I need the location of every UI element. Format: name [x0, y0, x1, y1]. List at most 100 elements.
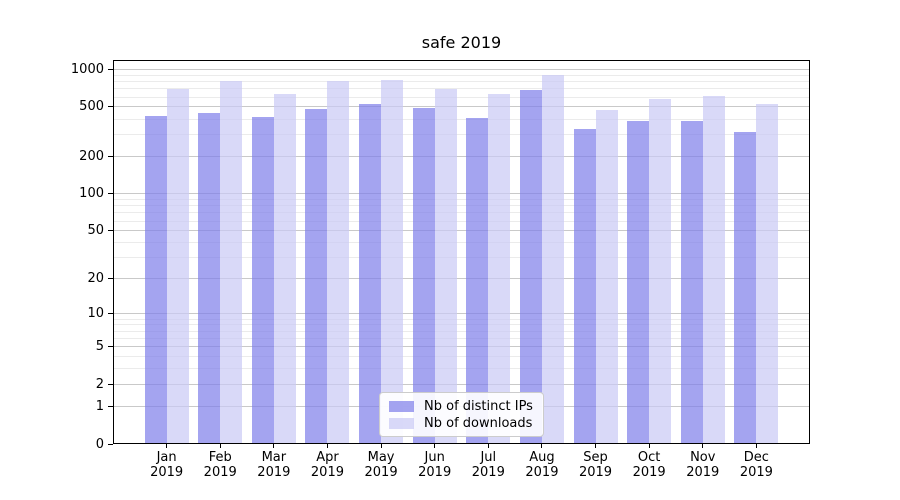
bar-downloads-nov — [702, 95, 725, 444]
bar-downloads-jun — [434, 88, 457, 444]
y-tick-label: 200 — [79, 148, 104, 164]
y-tick-mark — [108, 68, 113, 70]
x-tick-mark — [273, 444, 275, 448]
bar-downloads-mar — [273, 94, 296, 444]
legend-item-distinct-ips: Nb of distinct IPs — [389, 398, 533, 414]
bar-downloads-may — [381, 79, 404, 444]
y-tick-mark — [108, 383, 113, 385]
x-tick-label-year: 2019 — [686, 465, 720, 480]
x-tick-label: Sep 2019 — [568, 450, 624, 480]
gridline-minor — [114, 74, 809, 76]
x-tick-label: Nov 2019 — [675, 450, 731, 480]
gridline-major — [114, 193, 809, 195]
gridline-major — [114, 278, 809, 280]
bar-downloads-jan — [166, 88, 189, 444]
x-tick-mark — [702, 444, 704, 448]
y-tick-mark — [108, 230, 113, 232]
x-tick-label: Feb 2019 — [192, 450, 248, 480]
y-tick-label: 100 — [79, 186, 104, 202]
x-tick-label: Apr 2019 — [299, 450, 355, 480]
legend: Nb of distinct IPs Nb of downloads — [379, 392, 544, 437]
gridline-minor — [114, 81, 809, 82]
bar-downloads-aug — [541, 75, 564, 444]
x-tick-label: May 2019 — [353, 450, 409, 480]
gridline-minor — [114, 205, 809, 207]
y-tick-mark — [108, 278, 113, 280]
bar-distinct-ips-feb — [198, 112, 221, 444]
y-tick-label: 10 — [87, 306, 104, 322]
y-tick-label: 50 — [87, 223, 104, 239]
legend-label-downloads: Nb of downloads — [424, 415, 533, 431]
bar-distinct-ips-dec — [734, 131, 757, 444]
x-tick-label: Jan 2019 — [139, 450, 195, 480]
x-tick-label-year: 2019 — [739, 465, 773, 480]
y-tick-label: 20 — [87, 271, 104, 287]
y-tick-label: 2 — [95, 376, 104, 392]
gridline-minor — [114, 198, 809, 200]
gridline-minor — [114, 134, 809, 136]
x-tick-label: Aug 2019 — [514, 450, 570, 480]
x-tick-mark — [166, 444, 168, 448]
x-tick-mark — [648, 444, 650, 448]
bar-distinct-ips-aug — [519, 90, 542, 444]
x-tick-mark — [219, 444, 221, 448]
bar-downloads-jul — [488, 94, 511, 444]
x-tick-mark — [755, 444, 757, 448]
gridline-minor — [114, 318, 809, 320]
bar-downloads-sep — [595, 110, 618, 444]
gridline-major — [114, 106, 809, 108]
gridline-minor — [114, 88, 809, 90]
y-tick-mark — [108, 346, 113, 348]
y-tick-label: 5 — [95, 339, 104, 355]
x-tick-label-year: 2019 — [310, 465, 344, 480]
gridline-major — [114, 230, 809, 232]
gridline-major — [114, 346, 809, 348]
legend-item-downloads: Nb of downloads — [389, 415, 533, 431]
y-tick-mark — [108, 193, 113, 195]
x-tick-label-year: 2019 — [150, 465, 184, 480]
x-tick-label-year: 2019 — [364, 465, 398, 480]
legend-swatch-downloads — [389, 417, 414, 429]
bar-downloads-dec — [756, 104, 779, 444]
gridline-major — [114, 68, 809, 70]
x-tick-label-year: 2019 — [632, 465, 666, 480]
y-tick-mark — [108, 313, 113, 315]
legend-label-distinct-ips: Nb of distinct IPs — [424, 398, 533, 414]
x-tick-label: Oct 2019 — [621, 450, 677, 480]
x-tick-mark — [541, 444, 543, 448]
bar-distinct-ips-jun — [412, 108, 435, 444]
bar-distinct-ips-jul — [466, 117, 489, 444]
gridline-minor — [114, 330, 809, 332]
y-tick-mark — [108, 443, 113, 445]
gridline-minor — [114, 257, 809, 259]
bar-distinct-ips-oct — [627, 121, 650, 444]
bar-distinct-ips-may — [359, 103, 382, 444]
y-tick-mark — [108, 106, 113, 108]
x-tick-mark — [595, 444, 597, 448]
x-tick-label-year: 2019 — [203, 465, 237, 480]
gridline-minor — [114, 96, 809, 98]
bar-distinct-ips-mar — [251, 117, 274, 444]
x-tick-label: Jun 2019 — [407, 450, 463, 480]
gridline-minor — [114, 118, 809, 120]
x-tick-mark — [380, 444, 382, 448]
chart-title: safe 2019 — [421, 33, 502, 52]
legend-swatch-distinct-ips — [389, 400, 414, 412]
x-tick-label-year: 2019 — [525, 465, 559, 480]
gridline-minor — [114, 242, 809, 244]
gridline-major — [114, 155, 809, 157]
bar-distinct-ips-nov — [680, 121, 703, 444]
y-tick-label: 1 — [95, 398, 104, 414]
x-tick-label-year: 2019 — [578, 465, 613, 480]
x-tick-mark — [326, 444, 328, 448]
bar-distinct-ips-apr — [305, 108, 328, 444]
bar-distinct-ips-sep — [573, 129, 596, 444]
y-tick-mark — [108, 155, 113, 157]
x-tick-mark — [487, 444, 489, 448]
gridline-minor — [114, 337, 809, 339]
x-tick-label: Jul 2019 — [460, 450, 516, 480]
gridline-minor — [114, 212, 809, 214]
x-tick-label-year: 2019 — [257, 465, 291, 480]
gridline-minor — [114, 220, 809, 222]
